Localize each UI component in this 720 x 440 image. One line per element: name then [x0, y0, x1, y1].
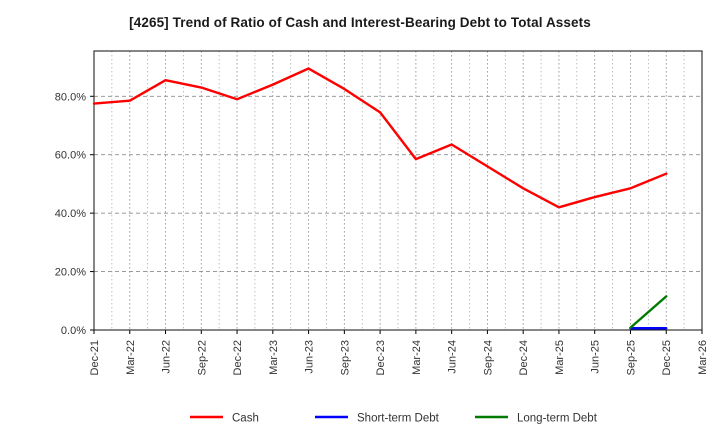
x-tick-label: Sep-24 — [482, 340, 494, 375]
y-tick-label: 80.0% — [55, 91, 86, 103]
x-tick-label: Jun-24 — [447, 340, 459, 374]
chart-title: [4265] Trend of Ratio of Cash and Intere… — [129, 15, 591, 30]
x-tick-label: Jun-23 — [304, 340, 316, 374]
x-tick-label: Mar-24 — [411, 340, 423, 375]
y-tick-label: 20.0% — [55, 267, 86, 279]
x-tick-label: Jun-25 — [590, 340, 602, 374]
series-line-long-term-debt — [629, 295, 668, 329]
x-tick-label: Mar-25 — [554, 340, 566, 375]
x-tick-label: Dec-23 — [375, 340, 387, 375]
series-line-cash — [92, 67, 668, 209]
x-tick-label: Sep-25 — [625, 340, 637, 375]
x-tick-label: Jun-22 — [161, 340, 173, 374]
y-axis: 0.0% 20.0% 40.0% 60.0% 80.0% — [55, 91, 94, 337]
x-tick-label: Mar-26 — [697, 340, 709, 375]
y-tick-label: 0.0% — [61, 325, 86, 337]
x-tick-label: Mar-23 — [268, 340, 280, 375]
x-tick-label: Sep-22 — [196, 340, 208, 375]
x-tick-label: Sep-23 — [339, 340, 351, 375]
grid-lines — [93, 51, 703, 330]
data-series-layer — [92, 67, 668, 330]
y-tick-label: 40.0% — [55, 208, 86, 220]
legend-label-0: Cash — [232, 413, 259, 425]
legend-label-2: Long-term Debt — [517, 413, 598, 425]
legend-label-1: Short-term Debt — [357, 413, 440, 425]
x-tick-label: Dec-22 — [232, 340, 244, 375]
x-axis: Dec-21 Mar-22 Jun-22 Sep-22 Dec-22 Mar-23 Jun-… — [89, 330, 709, 375]
chart-legend: Cash Short-term Debt Long-term Debt — [190, 413, 598, 425]
x-tick-label: Dec-25 — [661, 340, 673, 375]
plot-frame — [93, 50, 703, 331]
x-tick-label: Dec-24 — [518, 340, 530, 375]
y-tick-label: 60.0% — [55, 150, 86, 162]
x-tick-label: Dec-21 — [89, 340, 101, 375]
x-tick-label: Mar-22 — [125, 340, 137, 375]
